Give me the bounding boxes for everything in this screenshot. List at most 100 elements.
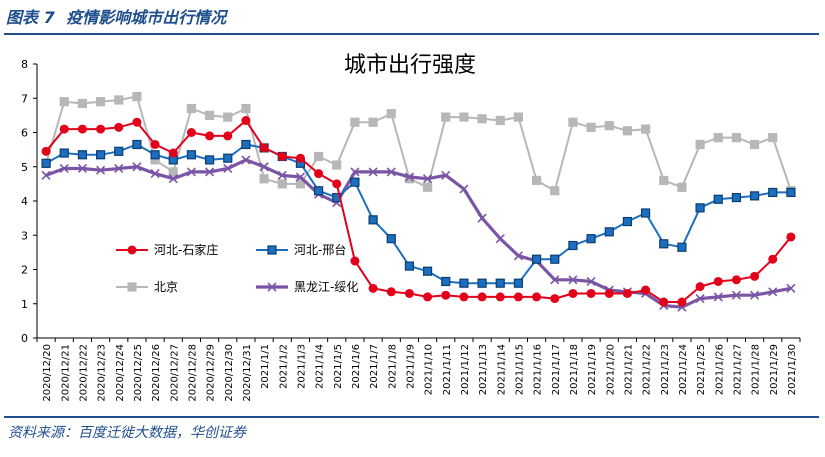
data-point-s0 [205,131,215,141]
footer-rule [4,416,819,418]
data-point-s3 [404,172,414,182]
data-point-s1 [59,148,69,158]
data-point-s0 [459,292,469,302]
data-point-s0 [150,139,160,149]
data-point-s3 [423,174,433,184]
x-tick-label: 2020/12/25 [133,344,144,402]
data-point-s3 [477,213,487,223]
data-point-s3 [259,162,269,172]
y-tick-label: 4 [21,195,28,208]
data-point-s1 [350,177,360,187]
x-tick-label: 2020/12/31 [242,344,253,402]
data-point-s0 [604,288,614,298]
data-point-s1 [386,234,396,244]
data-point-s0 [241,116,251,126]
data-point-s2 [277,179,287,189]
x-tick-label: 2020/12/30 [224,344,235,402]
y-tick-label: 2 [21,264,28,277]
data-point-s1 [695,203,705,213]
y-tick-label: 7 [21,92,28,105]
data-point-s3 [586,276,596,287]
data-point-s0 [423,292,433,302]
x-tick-label: 2021/1/8 [387,344,398,389]
data-point-s3 [96,165,106,175]
data-point-s2 [223,112,233,122]
data-point-s2 [132,91,142,102]
y-tick-label: 6 [21,127,28,140]
x-tick-label: 2021/1/29 [769,344,780,395]
data-point-s2 [695,139,705,150]
x-tick-label: 2021/1/13 [478,344,489,395]
data-point-s0 [750,271,760,281]
figure-header: 图表 7 疫情影响城市出行情况 [6,4,226,32]
data-point-s1 [731,192,742,203]
data-point-s0 [41,146,51,156]
x-tick-label: 2021/1/17 [551,344,562,395]
x-tick-label: 2021/1/18 [569,344,580,395]
data-point-s3 [114,163,124,174]
data-point-s0 [295,153,305,163]
data-point-s3 [205,167,215,177]
data-point-s3 [750,290,760,300]
data-point-s2 [59,97,69,107]
data-point-s3 [223,163,233,174]
data-point-s3 [77,163,87,174]
data-point-s1 [713,194,723,204]
legend-marker [127,245,137,255]
data-point-s0 [386,287,396,297]
legend-marker [127,282,137,292]
data-point-s2 [386,109,396,119]
data-point-s0 [568,288,578,298]
data-point-s0 [677,297,687,307]
x-tick-label: 2020/12/23 [97,344,108,402]
data-point-s0 [713,276,723,286]
data-point-s3 [459,184,469,194]
data-point-s0 [186,128,196,137]
data-point-s1 [41,158,51,168]
data-point-s0 [786,232,796,242]
data-point-s1 [622,216,633,227]
data-point-s1 [95,150,106,160]
data-point-s0 [477,292,487,302]
data-point-s1 [586,234,596,244]
x-tick-label: 2021/1/2 [278,344,289,389]
data-point-s2 [295,179,306,189]
series-line-1 [45,143,791,285]
x-tick-label: 2020/12/21 [60,344,71,402]
x-tick-label: 2020/12/24 [115,344,126,402]
data-point-s0 [495,292,505,302]
series-line-3 [45,158,792,309]
data-point-s1 [604,227,614,237]
x-tick-label: 2020/12/29 [206,344,217,402]
legend-label: 河北-石家庄 [154,242,218,257]
data-point-s3 [768,287,778,297]
x-tick-label: 2021/1/26 [714,344,725,395]
x-tick-label: 2021/1/6 [351,344,362,389]
data-point-s3 [59,163,69,174]
data-point-s1 [404,261,415,271]
legend-marker [267,282,277,292]
data-point-s2 [659,175,669,186]
x-tick-label: 2021/1/7 [369,344,380,389]
data-point-s1 [204,155,215,165]
data-point-s2 [241,103,251,114]
data-point-s0 [586,288,596,298]
data-point-s1 [241,139,251,150]
data-point-s0 [768,254,778,264]
y-tick-label: 8 [21,58,28,71]
x-tick-label: 2020/12/20 [42,344,53,402]
data-point-s0 [513,292,523,302]
data-point-s0 [168,148,178,158]
data-point-s0 [550,294,560,304]
data-point-s3 [568,275,578,285]
x-tick-label: 2021/1/21 [623,344,634,395]
data-point-s3 [786,283,796,293]
x-tick-label: 2021/1/11 [442,344,453,395]
x-tick-label: 2021/1/20 [605,344,616,395]
x-tick-label: 2021/1/9 [405,344,416,389]
data-point-s1 [368,215,378,225]
data-point-s2 [531,175,542,186]
data-point-s1 [150,150,160,160]
data-point-s3 [513,251,523,261]
